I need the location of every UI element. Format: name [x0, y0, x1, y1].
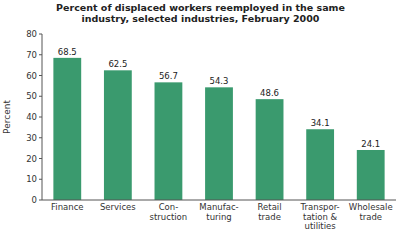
x-tick-label: Manufac-turing: [199, 202, 238, 222]
y-tick-label: 80: [26, 29, 37, 39]
x-tick-label: Retailtrade: [258, 202, 282, 222]
x-tick-label: Services: [100, 202, 136, 212]
chart-container: Percent of displaced workers reemployed …: [0, 0, 401, 238]
text-line: Retail: [258, 202, 282, 212]
bar: [306, 129, 334, 200]
text-line: turing: [206, 212, 231, 222]
x-tick-label: Finance: [51, 202, 84, 212]
text-line: Con-: [159, 202, 179, 212]
title: Percent of displaced workers reemployed …: [56, 2, 345, 24]
data-label: 24.1: [361, 139, 380, 149]
text-line: Manufac-: [199, 202, 238, 212]
bar: [256, 99, 284, 200]
x-tick-label: Con-struction: [150, 202, 188, 222]
text-line: industry, selected industries, February …: [82, 13, 320, 24]
data-label: 48.6: [260, 88, 279, 98]
data-label: 34.1: [311, 118, 330, 128]
background: [0, 0, 401, 238]
text-line: tation &: [303, 212, 338, 222]
chart: Percent of displaced workers reemployed …: [0, 0, 401, 238]
y-axis-label: Percent: [2, 100, 12, 134]
text-line: Percent of displaced workers reemployed …: [56, 2, 345, 13]
x-axis: [42, 200, 396, 201]
bar: [357, 150, 385, 200]
x-tick-label: Transpor-tation &utilities: [300, 202, 340, 231]
x-tick-label: Wholesaletrade: [349, 202, 393, 222]
text-line: trade: [258, 212, 281, 222]
data-label: 56.7: [159, 71, 178, 81]
text-line: struction: [150, 212, 188, 222]
data-label: 62.5: [108, 59, 127, 69]
bar: [53, 58, 81, 200]
data-label: 68.5: [58, 47, 77, 57]
text-line: trade: [359, 212, 382, 222]
bar: [155, 82, 183, 200]
y-tick-label: 40: [26, 112, 37, 122]
y-tick-label: 70: [26, 50, 37, 60]
y-tick-label: 0: [32, 195, 37, 205]
text-line: Transpor-: [300, 202, 340, 212]
y-tick-label: 50: [26, 91, 37, 101]
bars: [53, 58, 384, 200]
data-label: 54.3: [210, 76, 229, 86]
text-line: Wholesale: [349, 202, 393, 212]
y-tick-label: 30: [26, 133, 37, 143]
y-tick-label: 20: [26, 154, 37, 164]
text-line: utilities: [305, 221, 337, 231]
text-line: Services: [100, 202, 136, 212]
y-tick-label: 60: [26, 71, 37, 81]
bar: [205, 87, 233, 200]
text-line: Finance: [51, 202, 84, 212]
y-axis: [42, 34, 43, 200]
y-tick-label: 10: [26, 174, 37, 184]
bar: [104, 70, 132, 200]
